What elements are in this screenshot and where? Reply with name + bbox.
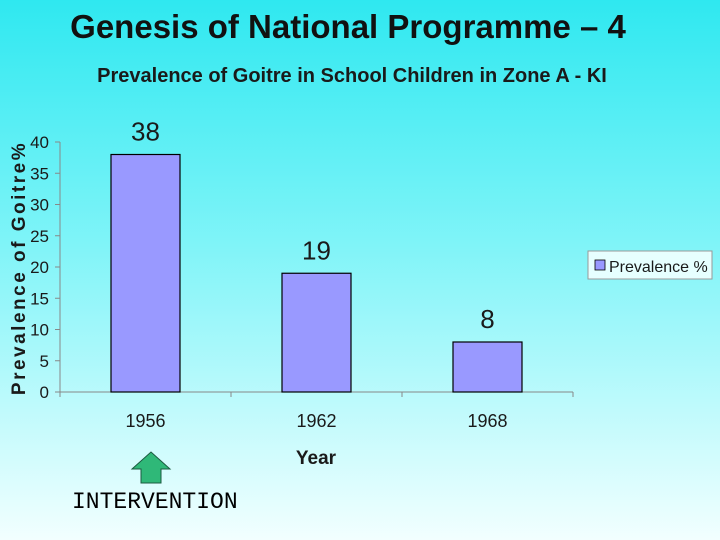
y-axis-label: Prevalence of Goitre% [9,141,30,395]
bar-1956 [110,153,181,393]
y-tick-label: 5 [40,352,49,371]
y-tick-label: 15 [30,289,49,308]
legend: Prevalence % [587,250,713,280]
y-tick-label: 0 [40,383,49,402]
slide-title: Genesis of National Programme – 4 [70,8,626,45]
y-tick-label: 10 [30,321,49,340]
data-labels: 38 19 8 [131,117,495,335]
data-label-1962: 19 [302,235,331,265]
y-tick-label: 30 [30,196,49,215]
x-tick-label: 1968 [467,411,507,431]
chart-title: Prevalence of Goitre in School Children … [97,65,607,87]
y-axis-ticks: 0 5 10 15 20 25 30 35 40 [30,133,60,402]
intervention-note: INTERVENTION [72,489,238,515]
legend-swatch [594,259,606,271]
y-tick-label: 35 [30,164,49,183]
x-tick-label: 1956 [125,411,165,431]
x-axis-ticks: 1956 1962 1968 [59,392,574,431]
data-label-1968: 8 [480,304,494,334]
intervention-arrow-icon [130,451,172,484]
x-axis-label: Year [296,448,337,469]
x-tick-label: 1962 [296,411,336,431]
y-tick-label: 25 [30,227,49,246]
bar-1968 [452,341,523,393]
bars [110,153,523,393]
data-label-1956: 38 [131,117,160,147]
bar-1962 [281,272,352,393]
y-tick-label: 20 [30,258,49,277]
y-tick-label: 40 [30,133,49,152]
legend-label: Prevalence % [609,259,708,276]
